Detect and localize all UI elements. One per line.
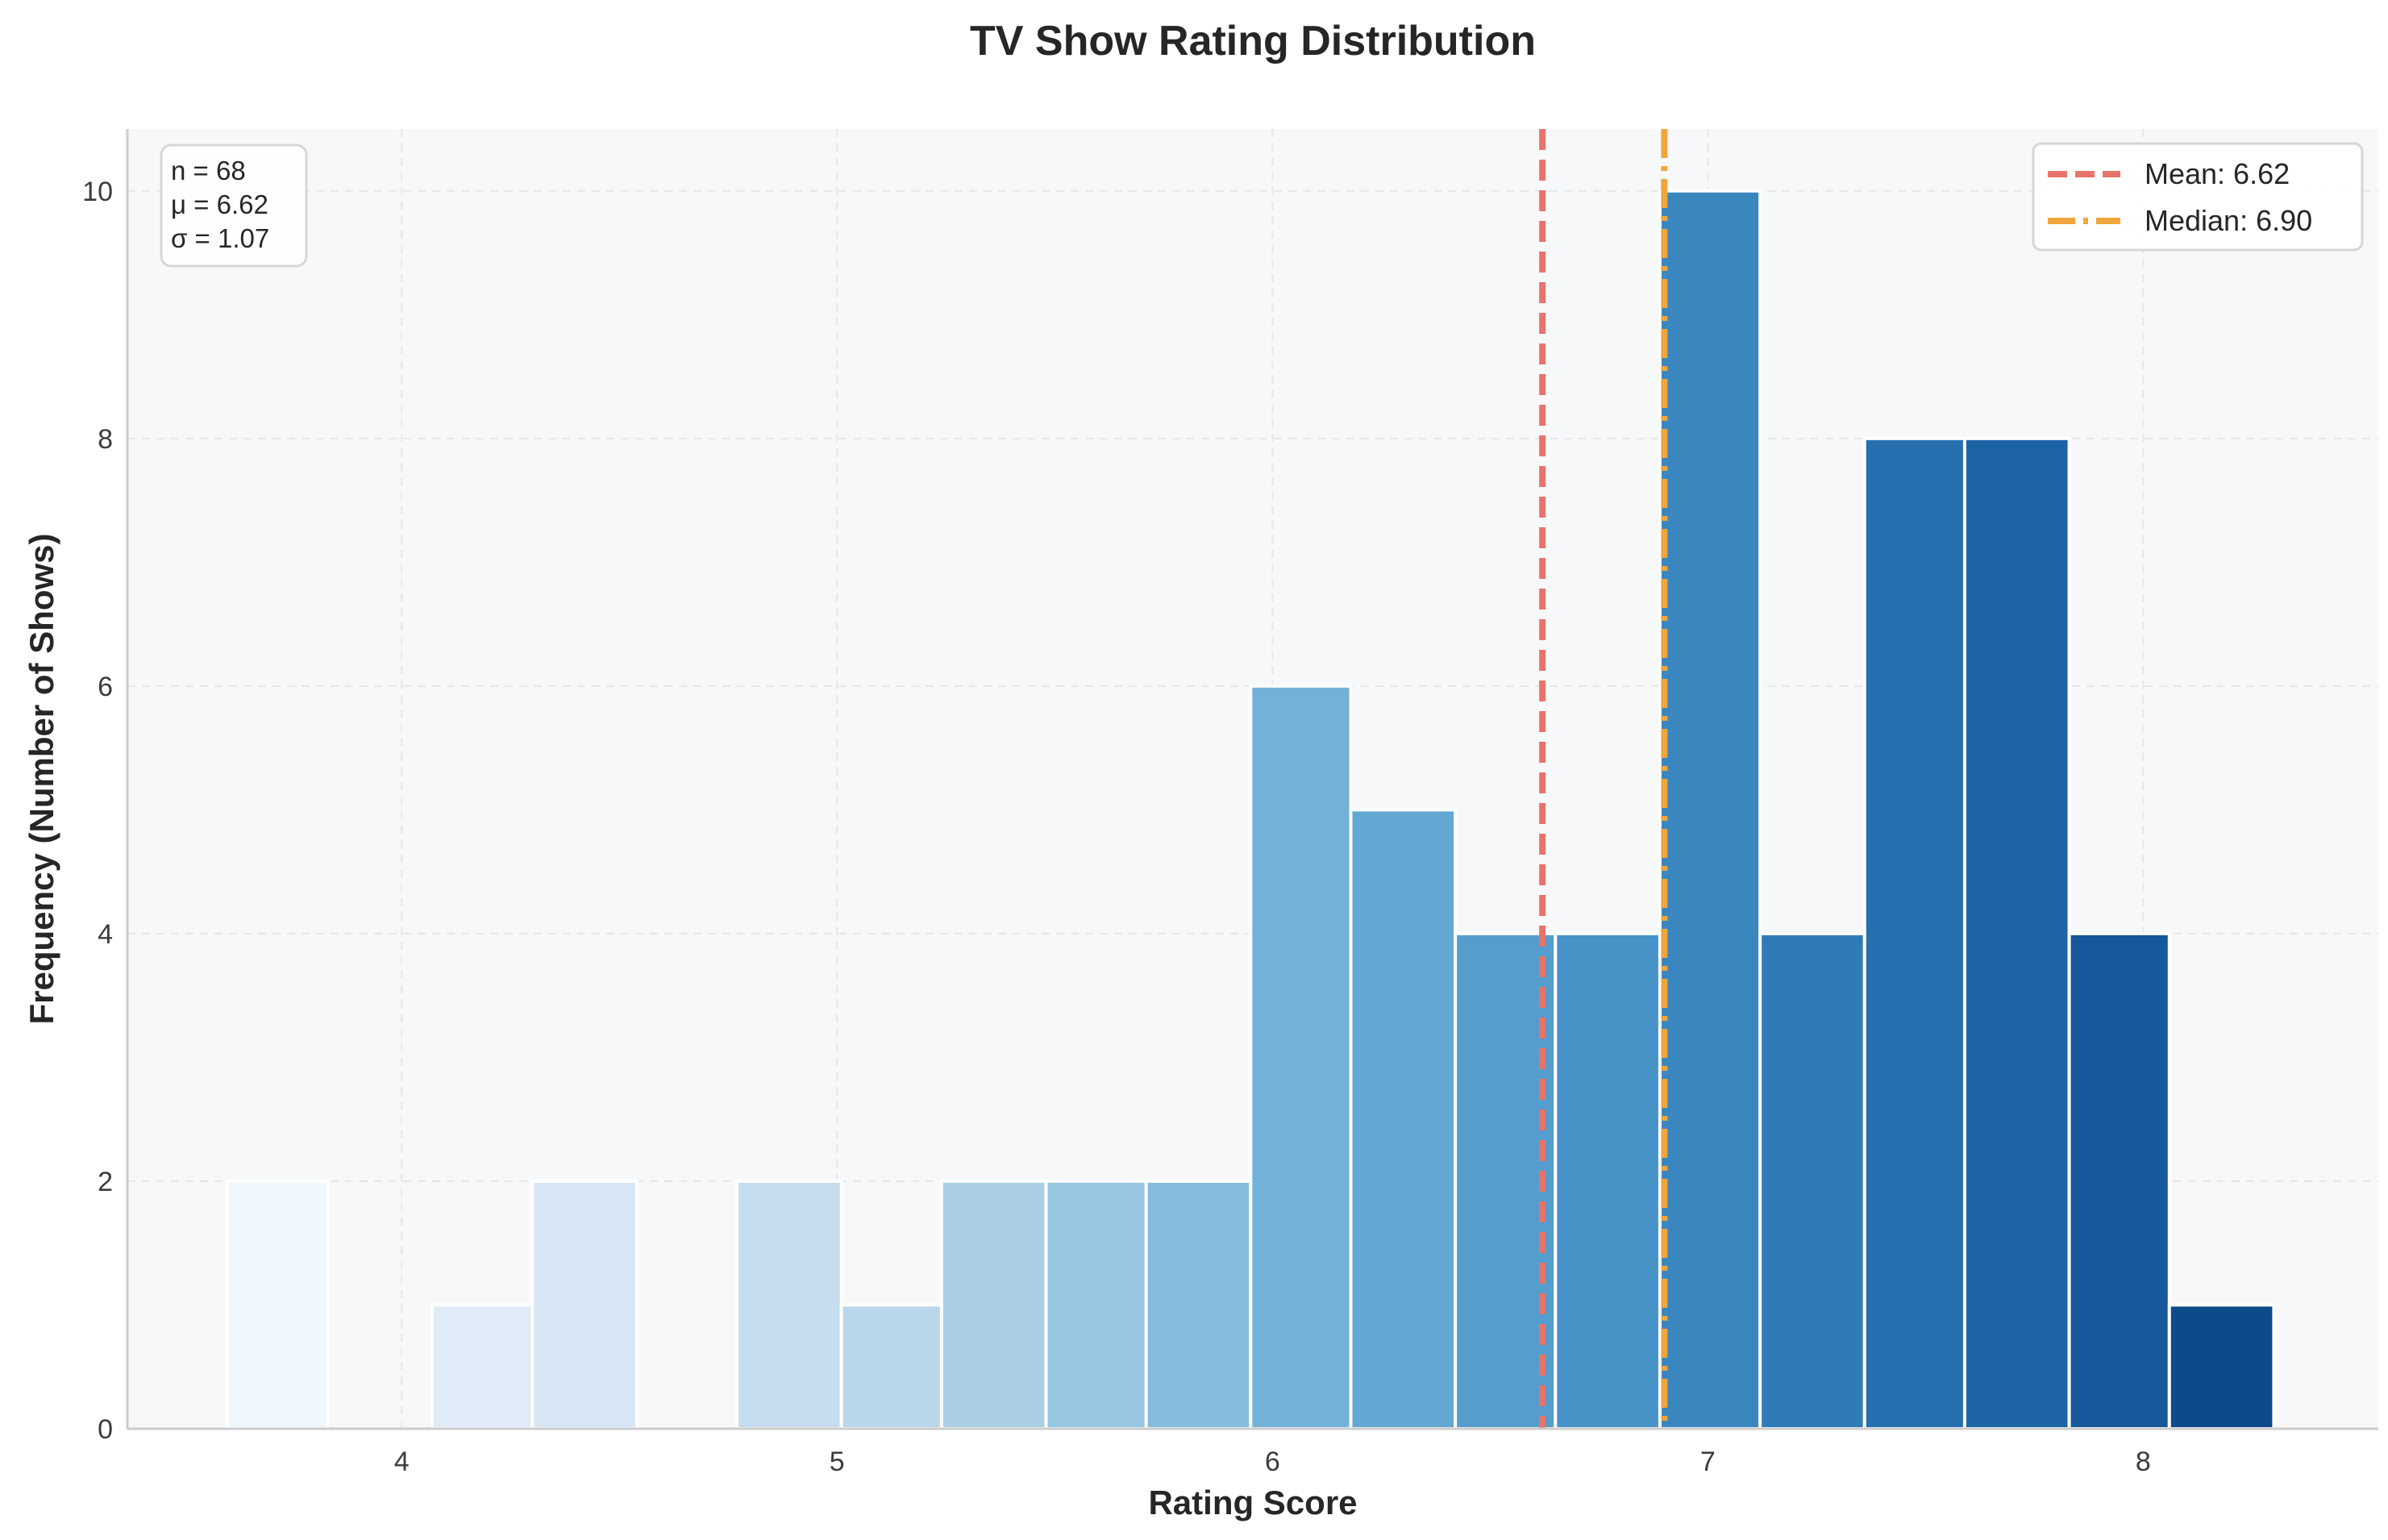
histogram-bar-9 [1144, 1179, 1253, 1430]
histogram-bar-16 [1862, 436, 1966, 1430]
histogram-bar-5 [735, 1179, 843, 1430]
x-tick-labels: 4 5 6 7 8 [394, 1446, 2151, 1477]
stats-mean: μ = 6.62 [171, 189, 268, 219]
y-tick-label-3: 6 [98, 672, 113, 702]
histogram-bar-18 [2067, 931, 2171, 1430]
stats-n: n = 68 [171, 156, 246, 185]
y-tick-label-1: 2 [98, 1167, 113, 1197]
stats-std: σ = 1.07 [171, 223, 269, 253]
x-tick-label-0: 4 [394, 1446, 410, 1477]
chart-title: TV Show Rating Distribution [970, 18, 1536, 65]
histogram-bars [226, 189, 2276, 1430]
y-axis-label: Frequency (Number of Shows) [23, 533, 60, 1024]
y-tick-label-5: 10 [82, 177, 113, 207]
histogram-bar-7 [939, 1179, 1048, 1430]
histogram-bar-19 [2167, 1303, 2276, 1430]
y-tick-label-2: 4 [98, 919, 113, 950]
y-tick-labels: 0 2 4 6 8 10 [82, 177, 113, 1445]
legend-median-label: Median: 6.90 [2145, 204, 2312, 237]
histogram-bar-10 [1249, 684, 1353, 1430]
stats-box: n = 68 μ = 6.62 σ = 1.07 [160, 144, 308, 268]
histogram-bar-11 [1349, 808, 1458, 1430]
histogram-bar-3 [530, 1179, 639, 1430]
histogram-bar-8 [1044, 1179, 1148, 1430]
legend: Mean: 6.62 Median: 6.90 [2032, 142, 2364, 252]
y-tick-label-0: 0 [98, 1414, 113, 1445]
reference-lines [1539, 129, 1668, 1429]
x-tick-label-2: 6 [1265, 1446, 1280, 1477]
histogram-bar-6 [839, 1303, 943, 1430]
x-axis-label: Rating Score [1148, 1484, 1357, 1521]
x-tick-label-1: 5 [830, 1446, 845, 1477]
histogram-bar-15 [1758, 931, 1866, 1430]
histogram-bar-14 [1658, 189, 1762, 1430]
histogram-bar-2 [431, 1303, 535, 1430]
histogram-bar-13 [1554, 931, 1662, 1430]
x-tick-label-4: 8 [2136, 1446, 2151, 1477]
histogram-bar-17 [1962, 436, 2071, 1430]
x-tick-label-3: 7 [1700, 1446, 1716, 1477]
y-tick-label-4: 8 [98, 424, 113, 455]
legend-mean-label: Mean: 6.62 [2145, 157, 2290, 190]
histogram-bar-0 [226, 1179, 330, 1430]
stats-box-frame [160, 144, 308, 268]
